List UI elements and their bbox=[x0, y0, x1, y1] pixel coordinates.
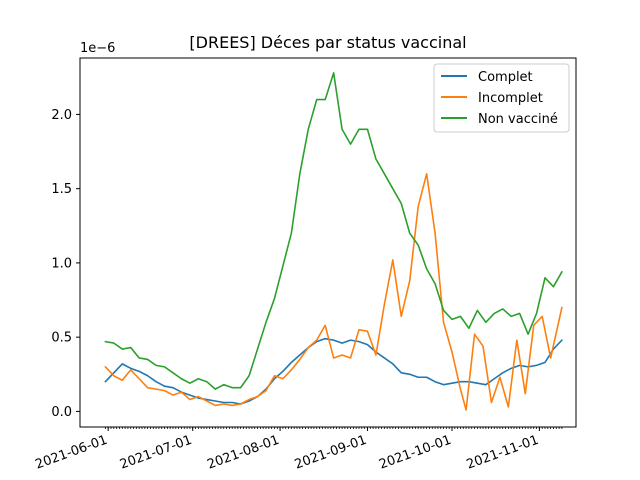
y-tick-label: 1.0 bbox=[51, 256, 72, 271]
y-tick-label: 0.0 bbox=[51, 405, 72, 420]
chart-title: [DREES] Déces par status vaccinal bbox=[189, 33, 466, 52]
y-tick-label: 2.0 bbox=[51, 108, 72, 123]
series-layer bbox=[104, 72, 563, 411]
legend-box bbox=[433, 63, 570, 133]
y-axis-offset-label: 1e−6 bbox=[80, 41, 115, 56]
legend-label-complet: Complet bbox=[478, 70, 533, 85]
series-line-non-vaccin bbox=[104, 72, 563, 390]
series-line-incomplet bbox=[104, 173, 563, 411]
y-tick-label: 1.5 bbox=[51, 182, 72, 197]
y-axis: 0.0 0.5 1.0 1.5 2.0 bbox=[51, 108, 80, 420]
legend: Complet Incomplet Non vacciné bbox=[433, 63, 570, 133]
y-tick-label: 0.5 bbox=[51, 331, 72, 346]
legend-label-incomplet: Incomplet bbox=[478, 91, 543, 106]
legend-label-non-vaccine: Non vacciné bbox=[478, 112, 558, 127]
